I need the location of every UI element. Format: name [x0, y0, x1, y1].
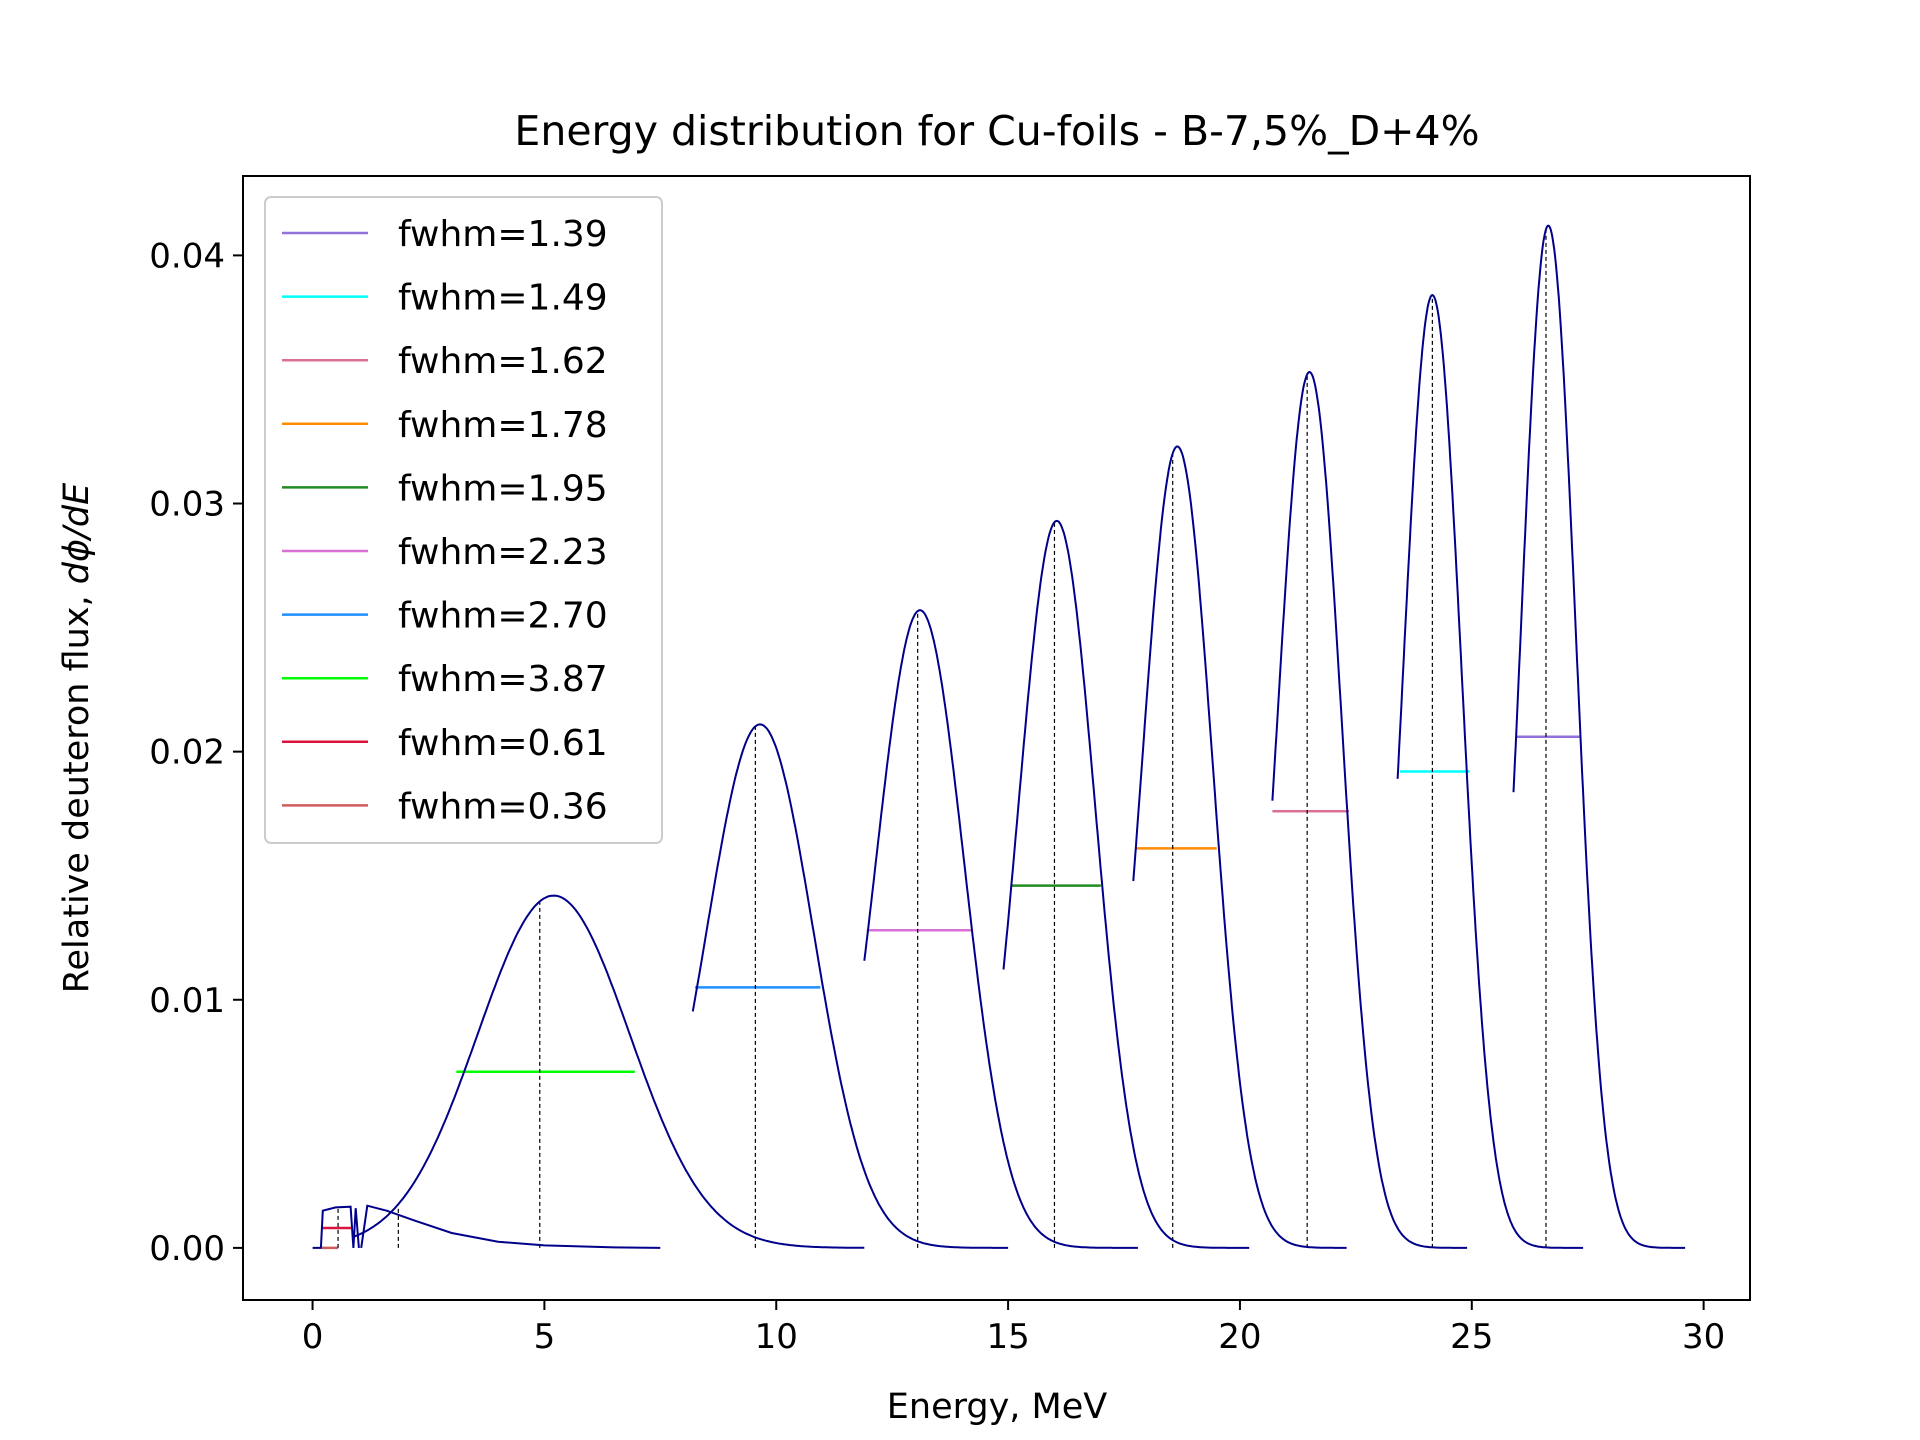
- legend-label: fwhm=1.78: [398, 405, 608, 446]
- legend-label: fwhm=0.61: [398, 723, 608, 764]
- legend-label: fwhm=2.70: [398, 596, 608, 637]
- y-axis-ticks: 0.00 0.01 0.02 0.03 0.04: [149, 236, 243, 1269]
- y-axis-label: Relative deuteron flux, dϕ/dE: [57, 482, 97, 993]
- distribution-curve: [1512, 224, 1686, 1249]
- x-axis-ticks: 0 5 10 15 20 25 30: [302, 1300, 1725, 1357]
- legend-entries: fwhm=1.39 fwhm=1.49 fwhm=1.62 fwhm=1.78 fwhm…: [282, 214, 608, 827]
- distribution-curves: [312, 224, 1686, 1249]
- x-tick-label: 15: [986, 1317, 1029, 1357]
- distribution-curve: [863, 609, 1138, 1249]
- legend: fwhm=1.39 fwhm=1.49 fwhm=1.62 fwhm=1.78 fwhm…: [264, 196, 663, 844]
- distribution-curve: [1396, 294, 1584, 1249]
- mean-energy-lines: [337, 229, 1547, 1248]
- plot-area: [242, 175, 1751, 1301]
- fwhm-lines: [321, 735, 1581, 1250]
- x-tick-label: 0: [302, 1317, 324, 1357]
- y-tick-label: 0.01: [149, 981, 225, 1021]
- y-axis-label-text: Relative deuteron flux,: [57, 584, 97, 993]
- distribution-curve: [353, 894, 865, 1249]
- y-tick-label: 0.04: [149, 236, 225, 276]
- distribution-curve: [1271, 370, 1468, 1249]
- x-tick-label: 5: [534, 1317, 556, 1357]
- y-tick-label: 0.03: [149, 485, 225, 525]
- x-tick-label: 20: [1218, 1317, 1261, 1357]
- legend-label: fwhm=1.49: [398, 278, 608, 319]
- legend-label: fwhm=1.95: [398, 468, 608, 509]
- legend-label: fwhm=1.39: [398, 214, 608, 255]
- y-tick-label: 0.00: [149, 1229, 225, 1269]
- chart-title: Energy distribution for Cu-foils - B-7,5…: [514, 107, 1479, 155]
- distribution-curve: [691, 723, 1009, 1249]
- x-axis-label: Energy, MeV: [887, 1387, 1108, 1427]
- y-tick-label: 0.02: [149, 733, 225, 773]
- axes-frame: [242, 175, 1751, 1301]
- legend-label: fwhm=1.62: [398, 341, 608, 382]
- distribution-curve: [312, 1205, 360, 1249]
- x-tick-label: 30: [1682, 1317, 1725, 1357]
- distribution-curve: [360, 1204, 661, 1249]
- legend-frame: [264, 196, 663, 844]
- y-axis-label-math: dϕ/dE: [57, 482, 97, 584]
- legend-label: fwhm=3.87: [398, 659, 608, 700]
- legend-label: fwhm=2.23: [398, 532, 608, 573]
- x-tick-label: 10: [755, 1317, 798, 1357]
- distribution-curve: [1002, 519, 1250, 1249]
- legend-label: fwhm=0.36: [398, 786, 608, 827]
- distribution-curve: [1132, 445, 1347, 1249]
- x-tick-label: 25: [1450, 1317, 1493, 1357]
